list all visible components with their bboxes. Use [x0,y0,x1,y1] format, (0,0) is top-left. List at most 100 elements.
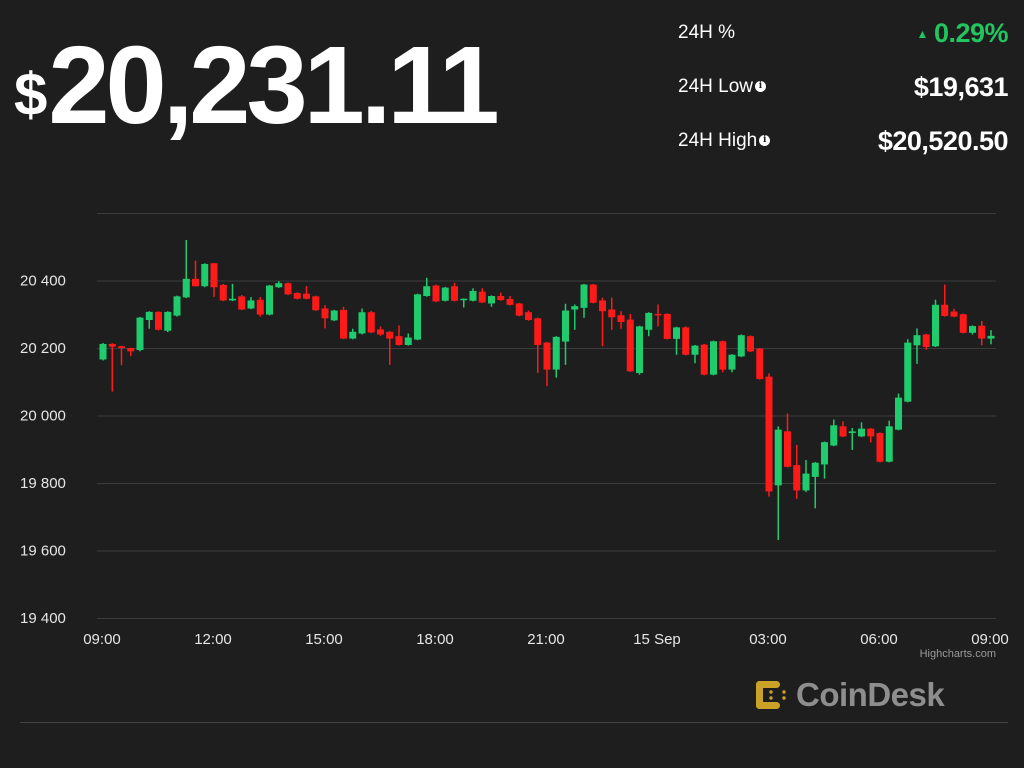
candle[interactable] [404,333,412,346]
candle[interactable] [497,292,505,301]
candle[interactable] [830,419,838,447]
candle[interactable] [774,426,782,541]
candle[interactable] [700,343,708,376]
candle[interactable] [201,263,209,288]
candle[interactable] [580,283,588,318]
candle[interactable] [802,460,810,493]
candle[interactable] [478,288,486,304]
candle[interactable] [858,422,865,438]
candle[interactable] [266,284,273,316]
candle[interactable] [173,295,181,317]
candle[interactable] [469,288,477,302]
candle[interactable] [589,283,597,304]
candle[interactable] [127,347,135,357]
candle[interactable] [737,334,745,358]
candle[interactable] [673,326,680,355]
candle[interactable] [617,311,625,329]
candle[interactable] [506,296,514,306]
candle[interactable] [747,335,754,353]
candle[interactable] [386,331,394,365]
candle[interactable] [645,312,653,337]
candle[interactable] [913,328,921,364]
candle[interactable] [941,284,949,317]
candle[interactable] [395,325,403,346]
candle[interactable] [552,336,560,378]
candle[interactable] [164,311,172,333]
candle[interactable] [210,262,218,298]
candle[interactable] [663,313,671,340]
candle[interactable] [904,339,912,403]
candle[interactable] [950,308,958,318]
candle[interactable] [340,306,347,340]
candle[interactable] [534,317,542,373]
candle[interactable] [414,293,421,341]
candle[interactable] [303,286,310,300]
candle[interactable] [978,321,986,346]
candle[interactable] [710,340,717,376]
candle[interactable] [728,354,736,373]
candle[interactable] [682,326,690,356]
info-icon[interactable]: i [759,135,771,146]
candle[interactable] [219,283,227,302]
candle[interactable] [784,413,791,468]
candle[interactable] [247,297,255,310]
candle[interactable] [451,282,458,302]
coindesk-logo[interactable]: CoinDesk [754,676,945,714]
candle[interactable] [275,281,283,288]
candle[interactable] [136,316,144,352]
candle[interactable] [515,302,523,317]
candle[interactable] [571,304,579,330]
candle[interactable] [848,427,856,450]
candle[interactable] [969,325,976,335]
candle[interactable] [895,393,902,431]
candle[interactable] [811,462,819,509]
candle[interactable] [284,282,292,296]
candle[interactable] [293,292,301,300]
candle[interactable] [488,295,495,307]
candle[interactable] [238,295,246,311]
candle[interactable] [876,432,884,463]
candle[interactable] [192,260,199,287]
candle[interactable] [756,348,764,380]
candle[interactable] [562,303,569,365]
candle[interactable] [885,420,893,463]
candle[interactable] [432,284,440,303]
candle[interactable] [321,305,329,329]
candle[interactable] [99,342,107,361]
candle[interactable] [525,310,532,321]
candle[interactable] [229,283,236,302]
candle[interactable] [423,277,431,297]
candle[interactable] [108,343,116,392]
candle[interactable] [358,308,366,335]
candle[interactable] [599,297,606,347]
candle[interactable] [543,341,551,387]
candle[interactable] [145,311,153,329]
candle[interactable] [118,345,125,366]
candle[interactable] [765,373,773,497]
candle[interactable] [719,340,727,373]
candle[interactable] [182,240,190,299]
candle[interactable] [654,304,662,327]
candle[interactable] [256,297,264,317]
candle[interactable] [793,444,801,499]
candle[interactable] [608,297,616,330]
candle[interactable] [312,295,320,311]
candle[interactable] [367,310,375,334]
candle[interactable] [377,326,384,336]
candle[interactable] [349,328,357,340]
candle[interactable] [691,344,699,364]
candle[interactable] [821,441,828,479]
candle[interactable] [460,298,468,308]
candle[interactable] [959,313,967,334]
candle[interactable] [636,325,643,375]
candle[interactable] [155,311,162,331]
candle[interactable] [626,313,634,372]
candle[interactable] [441,286,449,302]
info-icon[interactable]: i [755,81,766,92]
candle[interactable] [922,333,930,350]
candle[interactable] [330,309,338,321]
candle[interactable] [839,421,847,438]
candle[interactable] [987,330,995,345]
candle[interactable] [867,427,875,443]
